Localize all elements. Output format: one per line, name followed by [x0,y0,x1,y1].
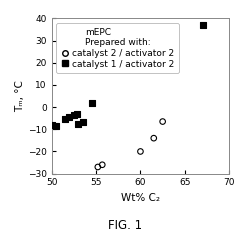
Point [81,120,85,123]
Point [54,124,58,128]
Point [63,118,67,121]
Point [100,163,104,167]
Legend: catalyst 2 / activator 2, catalyst 1 / activator 2: catalyst 2 / activator 2, catalyst 1 / a… [56,23,179,73]
Y-axis label: Tₘ, °C: Tₘ, °C [15,80,25,112]
Point [72,113,76,117]
Text: FIG. 1: FIG. 1 [108,219,142,232]
Point [138,150,142,153]
Point [76,122,80,126]
Point [152,136,156,140]
Point [74,112,78,116]
Point [96,165,100,169]
Point [90,101,94,105]
Point [200,23,204,27]
Point [161,33,165,37]
Point [161,120,165,123]
Point [50,123,54,127]
Point [68,115,71,119]
X-axis label: Wt% C₂: Wt% C₂ [121,193,160,203]
